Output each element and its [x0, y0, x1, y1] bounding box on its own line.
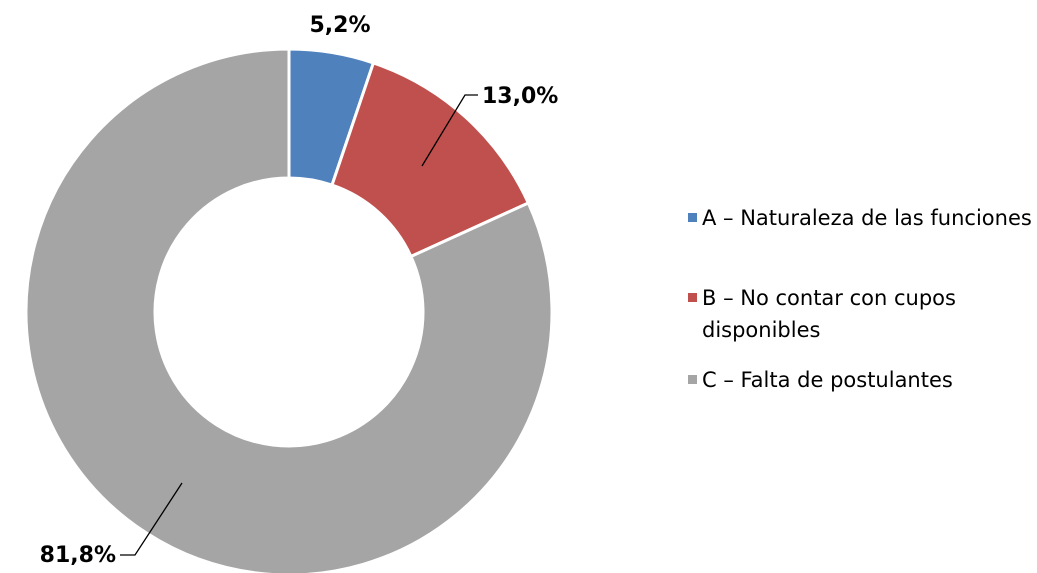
legend-label: C – Falta de postulantes [702, 368, 953, 392]
legend-swatch [688, 375, 697, 384]
legend-label: A – Naturaleza de las funciones [702, 206, 1032, 230]
leader-line [421, 94, 478, 167]
donut-slice [24, 47, 554, 573]
legend-item: B – No contar con cupos disponibles [688, 282, 1033, 346]
legend-label: B – No contar con cupos disponibles [702, 286, 956, 342]
data-label: 13,0% [482, 84, 558, 109]
data-label: 81,8% [40, 543, 116, 568]
data-label: 5,2% [309, 13, 370, 38]
legend-swatch [688, 293, 697, 302]
leader-line [120, 482, 183, 556]
legend-swatch [688, 213, 697, 222]
legend-item: C – Falta de postulantes [688, 364, 1033, 396]
legend-item: A – Naturaleza de las funciones [688, 202, 1033, 234]
